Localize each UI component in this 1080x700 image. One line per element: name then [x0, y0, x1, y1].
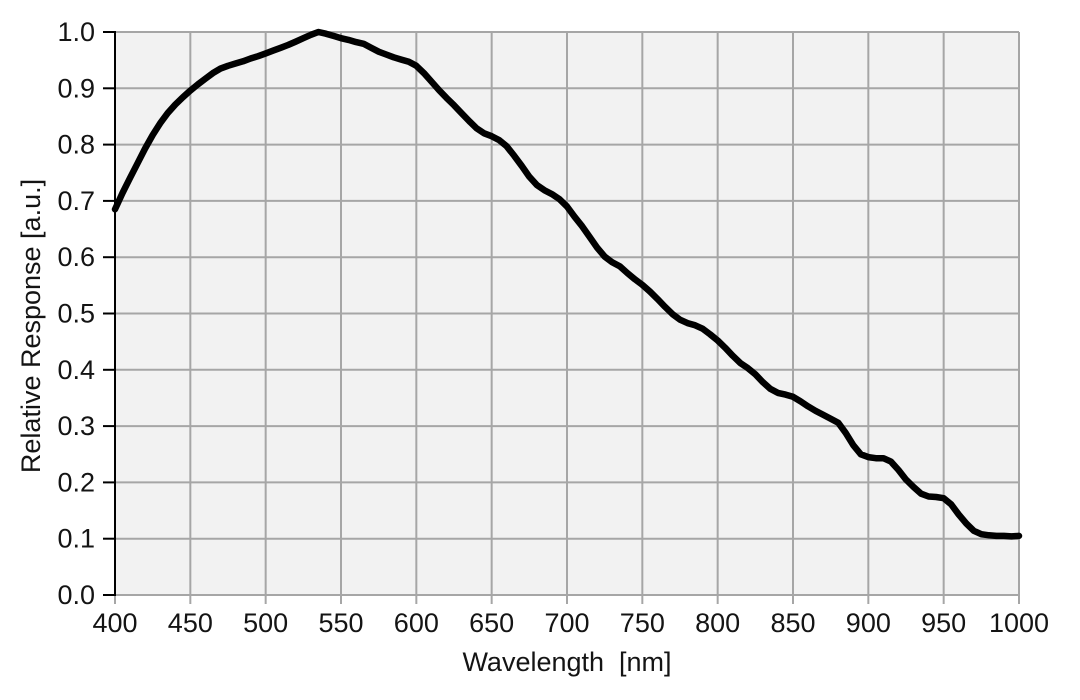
y-tick-label: 0.6 [57, 242, 95, 272]
y-tick-label: 0.8 [57, 130, 95, 160]
x-tick-label: 450 [168, 608, 213, 638]
x-tick-label: 550 [318, 608, 363, 638]
x-tick-label: 750 [620, 608, 665, 638]
x-tick-label: 850 [770, 608, 815, 638]
x-tick-label: 1000 [989, 608, 1049, 638]
y-tick-label: 1.0 [57, 17, 95, 47]
x-axis-title: Wavelength [nm] [462, 647, 671, 677]
y-tick-label: 0.1 [57, 524, 95, 554]
y-tick-label: 0.0 [57, 580, 95, 610]
x-tick-label: 800 [695, 608, 740, 638]
y-tick-label: 0.7 [57, 186, 95, 216]
y-tick-label: 0.2 [57, 467, 95, 497]
x-tick-label: 950 [921, 608, 966, 638]
y-axis-title: Relative Response [a.u.] [16, 179, 46, 473]
x-tick-label: 650 [469, 608, 514, 638]
y-tick-label: 0.3 [57, 411, 95, 441]
x-tick-label: 600 [394, 608, 439, 638]
x-tick-label: 500 [243, 608, 288, 638]
y-tick-label: 0.4 [57, 355, 95, 385]
response-curve [111, 28, 1023, 540]
y-tick-label: 0.9 [57, 73, 95, 103]
x-tick-label: 400 [92, 608, 137, 638]
y-tick-label: 0.5 [57, 299, 95, 329]
x-tick-label: 900 [846, 608, 891, 638]
x-tick-label: 700 [544, 608, 589, 638]
